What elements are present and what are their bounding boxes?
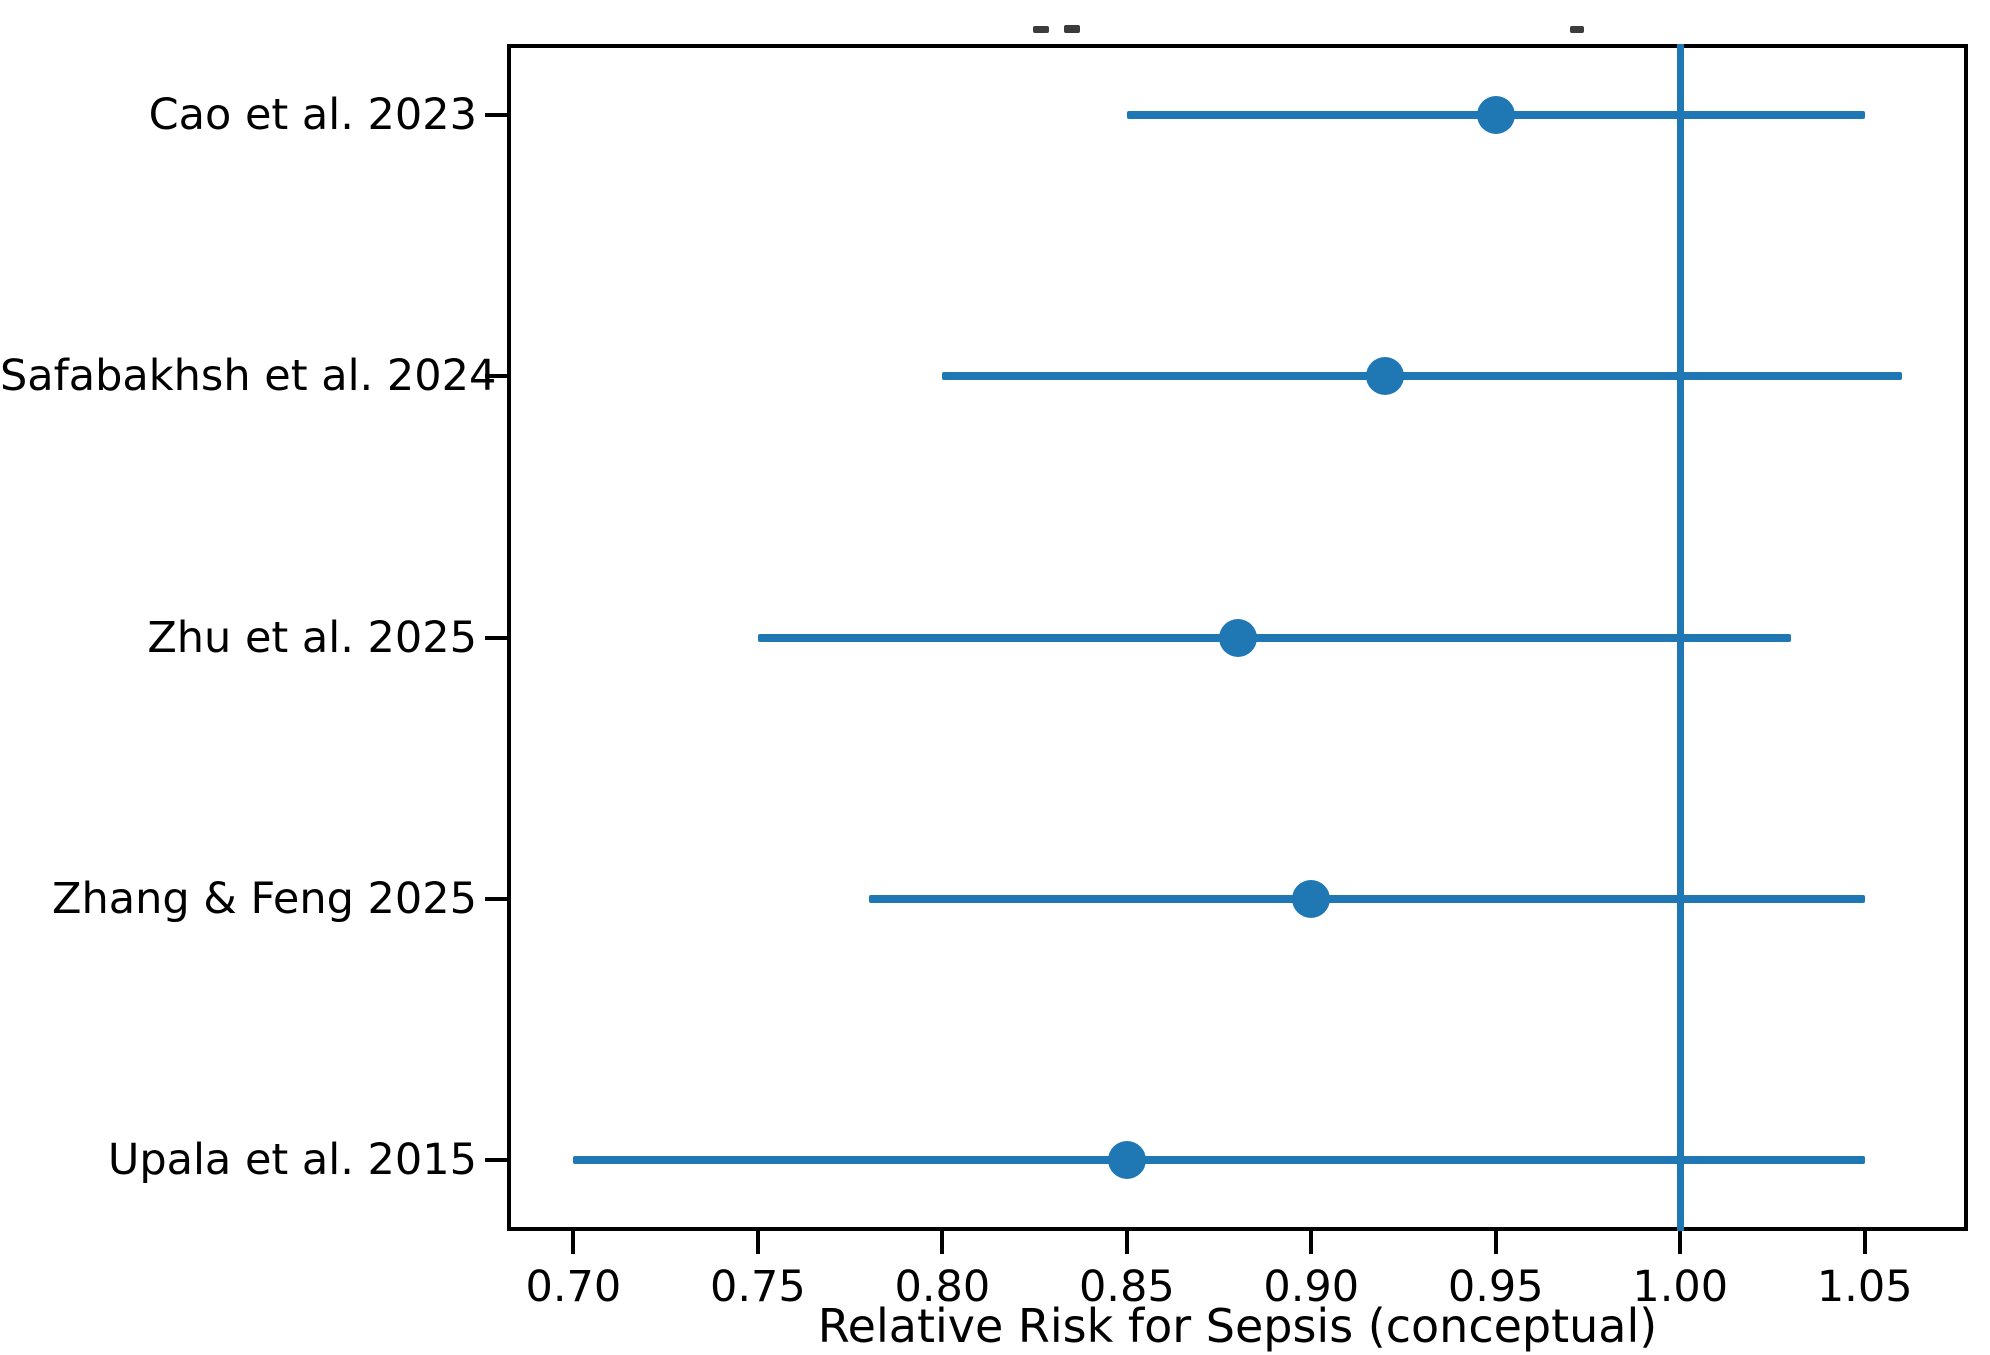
- clipped-title-fragment: [1570, 26, 1584, 33]
- x-axis-tick-label: 0.70: [525, 1262, 622, 1312]
- x-axis-tick-mark: [571, 1231, 576, 1254]
- study-label: Zhang & Feng 2025: [52, 873, 477, 924]
- x-axis-tick-label: 0.90: [1263, 1262, 1360, 1312]
- y-axis-tick-mark: [485, 113, 507, 118]
- x-axis-label: Relative Risk for Sepsis (conceptual): [817, 1299, 1658, 1353]
- confidence-interval-bar: [573, 1155, 1865, 1164]
- study-label: Safabakhsh et al. 2024: [0, 351, 497, 402]
- confidence-interval-bar: [757, 633, 1791, 642]
- plot-area: [507, 44, 1968, 1231]
- y-axis-tick-mark: [485, 374, 507, 379]
- x-axis-tick-mark: [755, 1231, 760, 1254]
- x-axis-tick-mark: [1862, 1231, 1867, 1254]
- x-axis-tick-label: 0.95: [1447, 1262, 1544, 1312]
- study-label: Upala et al. 2015: [107, 1134, 477, 1185]
- clipped-title-fragment: [1033, 26, 1049, 33]
- x-axis-tick-mark: [1678, 1231, 1683, 1254]
- x-axis-tick-mark: [1309, 1231, 1314, 1254]
- x-axis-tick-label: 0.85: [1078, 1262, 1175, 1312]
- study-label: Cao et al. 2023: [148, 90, 477, 141]
- y-axis-tick-mark: [485, 896, 507, 901]
- y-axis-tick-mark: [485, 635, 507, 640]
- point-estimate-marker: [1476, 96, 1515, 135]
- confidence-interval-bar: [868, 894, 1865, 903]
- clipped-title-fragment: [1064, 25, 1080, 33]
- x-axis-tick-label: 1.05: [1816, 1262, 1913, 1312]
- study-label: Zhu et al. 2025: [147, 612, 477, 663]
- point-estimate-marker: [1292, 879, 1331, 918]
- x-axis-tick-label: 0.80: [894, 1262, 991, 1312]
- point-estimate-marker: [1107, 1140, 1146, 1179]
- x-axis-tick-label: 1.00: [1632, 1262, 1729, 1312]
- point-estimate-marker: [1218, 618, 1257, 657]
- y-axis-tick-mark: [485, 1157, 507, 1162]
- confidence-interval-bar: [942, 372, 1902, 381]
- x-axis-tick-mark: [1493, 1231, 1498, 1254]
- x-axis-tick-label: 0.75: [710, 1262, 806, 1312]
- point-estimate-marker: [1366, 357, 1405, 396]
- x-axis-tick-mark: [940, 1231, 945, 1254]
- x-axis-tick-mark: [1124, 1231, 1129, 1254]
